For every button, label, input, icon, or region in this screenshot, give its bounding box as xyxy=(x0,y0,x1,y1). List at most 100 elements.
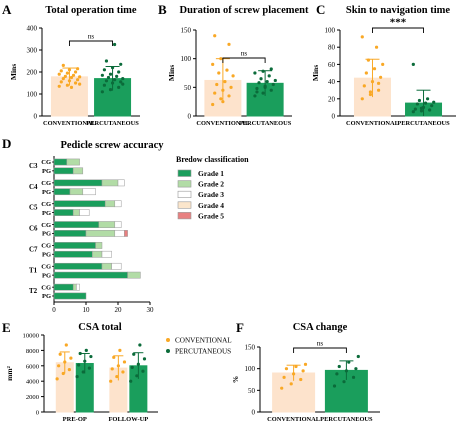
data-point xyxy=(100,73,104,77)
bar-segment xyxy=(53,250,93,258)
legend-label: Grade 4 xyxy=(198,201,224,210)
y-tick-label: 80 xyxy=(328,44,336,52)
panel-E: E CSA total 0 2000 4000 6000 8000 10000 mm² PRE-O… xyxy=(2,320,232,423)
data-point xyxy=(351,375,356,379)
y-axis-label: Mins xyxy=(167,65,176,81)
data-point xyxy=(135,374,139,378)
data-point xyxy=(106,75,111,80)
data-point xyxy=(63,74,67,78)
data-point xyxy=(221,100,225,104)
bar-segment xyxy=(72,167,84,175)
data-point xyxy=(115,74,119,78)
data-point xyxy=(364,71,368,75)
data-point xyxy=(261,69,265,73)
y-tick-label: 2000 xyxy=(26,394,40,401)
data-point xyxy=(227,42,231,46)
data-point xyxy=(61,371,65,376)
data-point xyxy=(227,94,231,98)
subgroup-label: PG xyxy=(42,251,51,258)
data-point xyxy=(280,386,284,390)
y-tick-label: 100 xyxy=(181,55,192,63)
x-tick-label: PERCUTANEOUS xyxy=(320,416,373,423)
legend-title: Bredow classification xyxy=(176,155,249,164)
y-tick-label: 100 xyxy=(27,91,38,99)
data-point xyxy=(415,102,419,106)
panel-C: C Skin to navigation time 0 20 40 60 80 100 Mins… xyxy=(311,2,456,127)
subgroup-label: CG xyxy=(41,222,51,229)
y-tick-label: 60 xyxy=(328,61,336,69)
data-point xyxy=(73,70,78,74)
chart-title: CSA total xyxy=(78,322,122,333)
data-point xyxy=(221,88,225,92)
data-point xyxy=(121,77,125,81)
data-point xyxy=(83,359,87,363)
bar-segment xyxy=(101,262,112,270)
data-point xyxy=(78,75,82,79)
data-point xyxy=(377,88,381,92)
significance-bracket xyxy=(372,27,424,33)
data-point xyxy=(344,369,348,373)
legend-swatch xyxy=(177,180,192,188)
y-axis-label: % xyxy=(231,376,240,384)
data-point xyxy=(354,367,358,371)
data-point xyxy=(381,62,385,66)
bar-segment xyxy=(85,230,116,237)
data-point xyxy=(122,360,127,364)
data-point xyxy=(118,348,122,352)
significance-label: ns xyxy=(241,50,248,58)
legend-swatch xyxy=(177,190,192,198)
data-point xyxy=(419,109,424,113)
data-point xyxy=(299,377,303,382)
bar-segment xyxy=(111,262,122,270)
data-point xyxy=(89,354,93,359)
chart-title: CSA change xyxy=(293,322,348,333)
data-point xyxy=(225,68,229,72)
data-point xyxy=(255,90,259,94)
data-point xyxy=(423,101,428,105)
bar-segment xyxy=(53,188,71,196)
bar-segment xyxy=(95,242,103,249)
y-tick-label: 0 xyxy=(36,410,40,417)
data-point xyxy=(253,94,257,98)
data-point xyxy=(110,367,114,371)
data-point xyxy=(57,72,61,76)
data-point xyxy=(69,85,74,89)
bar-segment xyxy=(117,179,125,187)
x-tick-label: 0 xyxy=(52,306,56,314)
significance-bracket xyxy=(222,57,266,63)
legend-swatch xyxy=(177,169,192,177)
bar-segment xyxy=(53,209,74,216)
data-point xyxy=(61,77,65,81)
panel-A: A Total operation time 0 100 200 300 400 Mins CO… xyxy=(2,2,140,127)
data-point xyxy=(113,42,117,47)
significance-bracket xyxy=(293,347,347,353)
data-point xyxy=(110,66,115,70)
subgroup-label: CG xyxy=(41,180,51,187)
data-point xyxy=(342,380,346,384)
data-point xyxy=(411,110,415,114)
panel-letter: B xyxy=(158,2,167,17)
panel-letter: C xyxy=(316,2,325,17)
x-tick-label: CONVENTIONAL xyxy=(43,120,96,127)
legend-label: Grade 5 xyxy=(198,211,224,220)
significance-label: *** xyxy=(390,17,407,29)
data-point xyxy=(102,68,106,72)
chart-title: Pedicle screw accuracy xyxy=(60,140,164,151)
group-label: C7 xyxy=(29,245,38,253)
data-point xyxy=(269,67,273,71)
data-point xyxy=(413,107,417,111)
data-point xyxy=(100,90,104,94)
legend-label: CONVENTIONAL xyxy=(175,337,232,345)
data-point xyxy=(213,34,217,38)
data-point xyxy=(55,377,59,381)
subgroup-label: CG xyxy=(41,284,51,291)
data-point xyxy=(263,84,267,88)
x-tick-label: 20 xyxy=(115,306,123,314)
data-point xyxy=(229,85,233,89)
group-label: C4 xyxy=(29,183,38,191)
data-point xyxy=(411,62,415,66)
legend-label: Grade 1 xyxy=(198,169,224,178)
bar-segment xyxy=(53,167,74,175)
